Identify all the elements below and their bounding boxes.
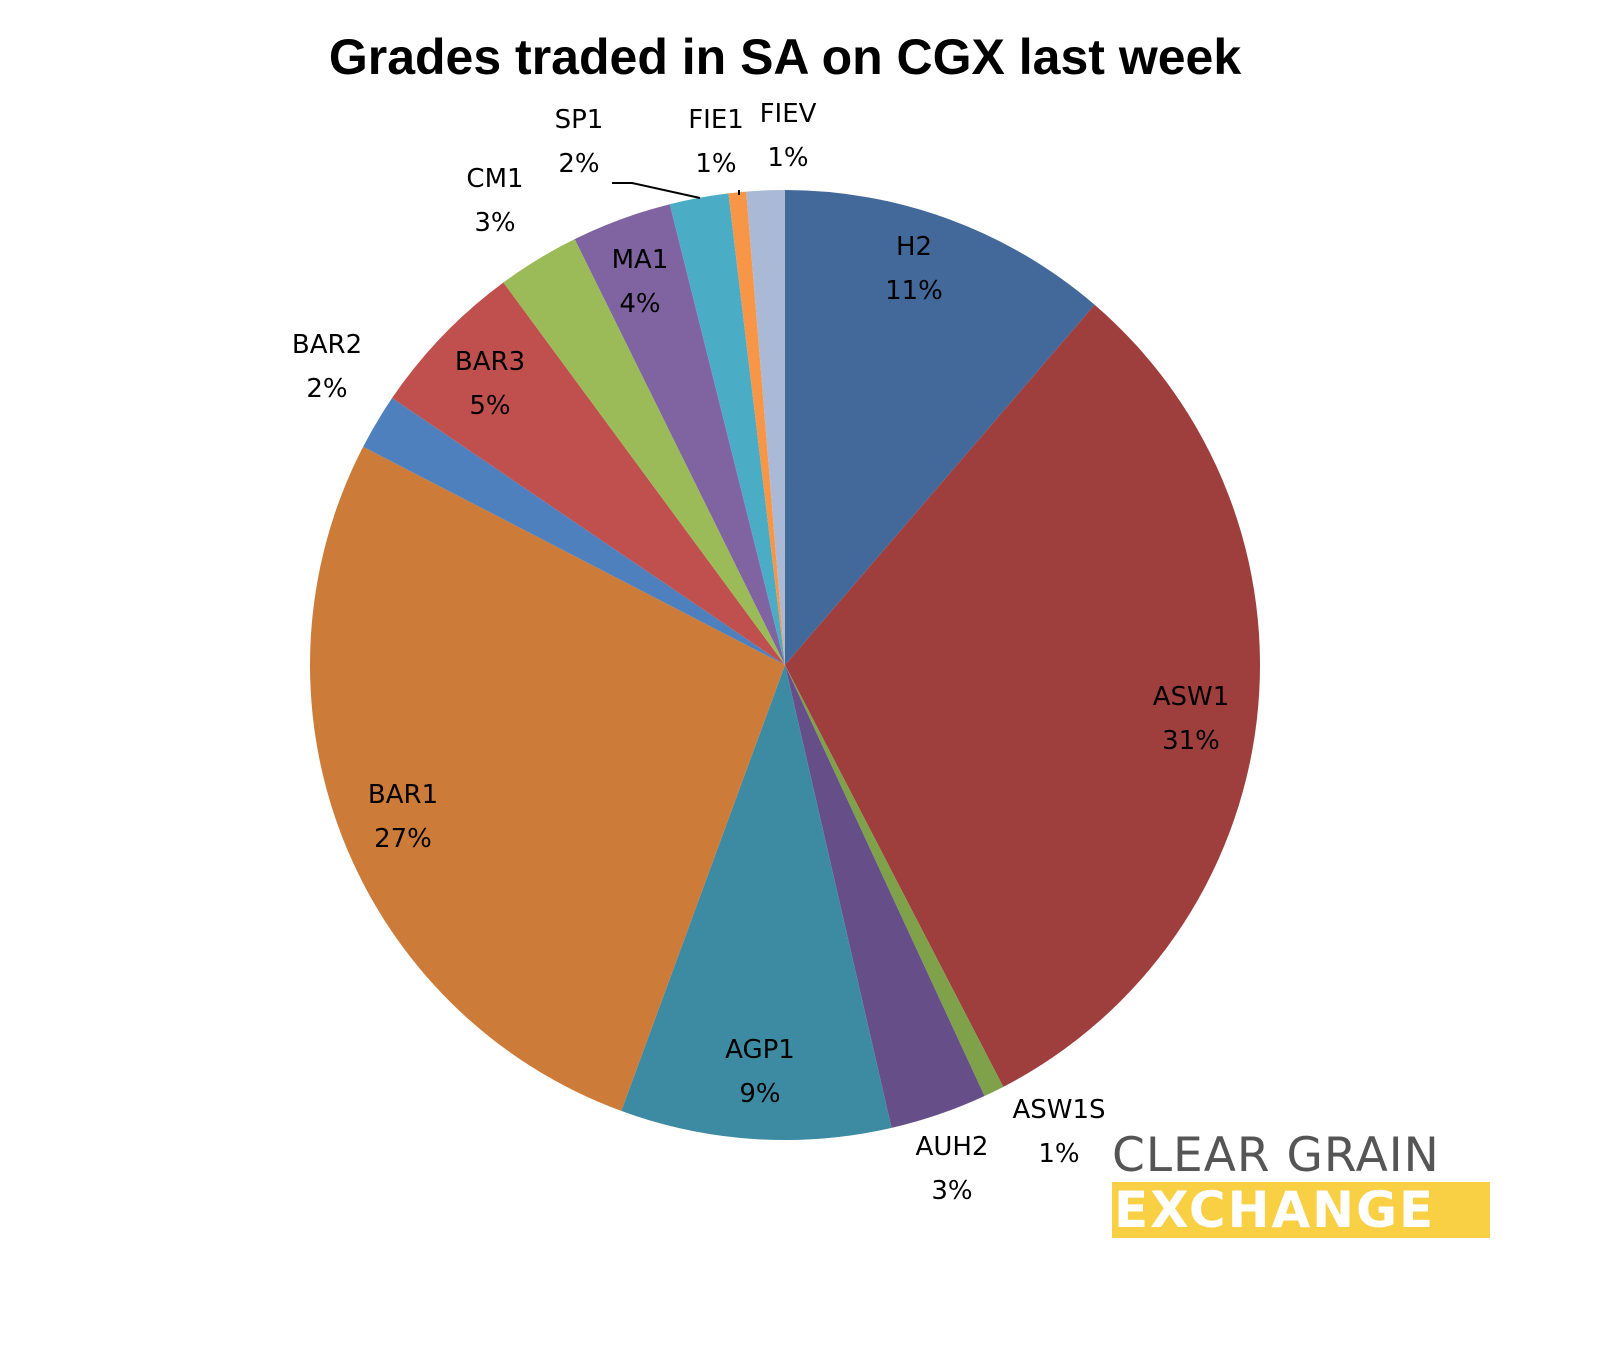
clear-grain-exchange-logo: CLEAR GRAIN EXCHANGE	[1112, 1130, 1490, 1238]
chart-title: Grades traded in SA on CGX last week	[328, 29, 1242, 85]
pie-slice-sp1	[669, 193, 785, 665]
leader-line-sp1	[612, 182, 701, 199]
logo-line2: EXCHANGE	[1112, 1182, 1490, 1238]
logo-line1: CLEAR GRAIN	[1112, 1128, 1440, 1183]
pie-slice-auh2	[785, 665, 985, 1128]
data-label-bar2: BAR2 2%	[292, 330, 362, 404]
pie-slice-asw1s	[785, 665, 1004, 1097]
pie-slice-bar2	[363, 398, 785, 665]
pie-slices	[310, 190, 1260, 1140]
pie-slice-asw1	[785, 304, 1260, 1087]
data-label-agp1: AGP1 9%	[725, 1035, 795, 1109]
pie-slice-h2	[785, 190, 1095, 665]
pie-slice-cm1	[503, 239, 785, 665]
data-label-cm1: CM1 3%	[466, 164, 523, 238]
data-label-ma1: MA1 4%	[612, 245, 669, 319]
pie-slice-ma1	[574, 204, 785, 665]
data-label-sp1: SP1 2%	[555, 105, 604, 179]
data-labels: H2 11% ASW1 31% ASW1S 1% AUH2 3% AGP1 9% BAR1 27% BA…	[292, 99, 1229, 1206]
pie-slice-bar1	[310, 446, 785, 1111]
pie-slice-bar3	[392, 282, 785, 665]
data-label-asw1s: ASW1S 1%	[1012, 1095, 1105, 1169]
data-label-fie1: FIE1 1%	[688, 105, 744, 179]
data-label-asw1: ASW1 31%	[1153, 682, 1230, 756]
pie-slice-fie1	[728, 191, 785, 665]
data-label-fiev: FIEV 1%	[760, 99, 817, 173]
pie-slice-fiev	[746, 190, 785, 665]
data-label-h2: H2 11%	[885, 232, 943, 306]
data-label-bar3: BAR3 5%	[455, 347, 525, 421]
data-label-bar1: BAR1 27%	[368, 780, 438, 854]
data-label-auh2: AUH2 3%	[916, 1132, 989, 1206]
pie-slice-agp1	[621, 665, 892, 1140]
